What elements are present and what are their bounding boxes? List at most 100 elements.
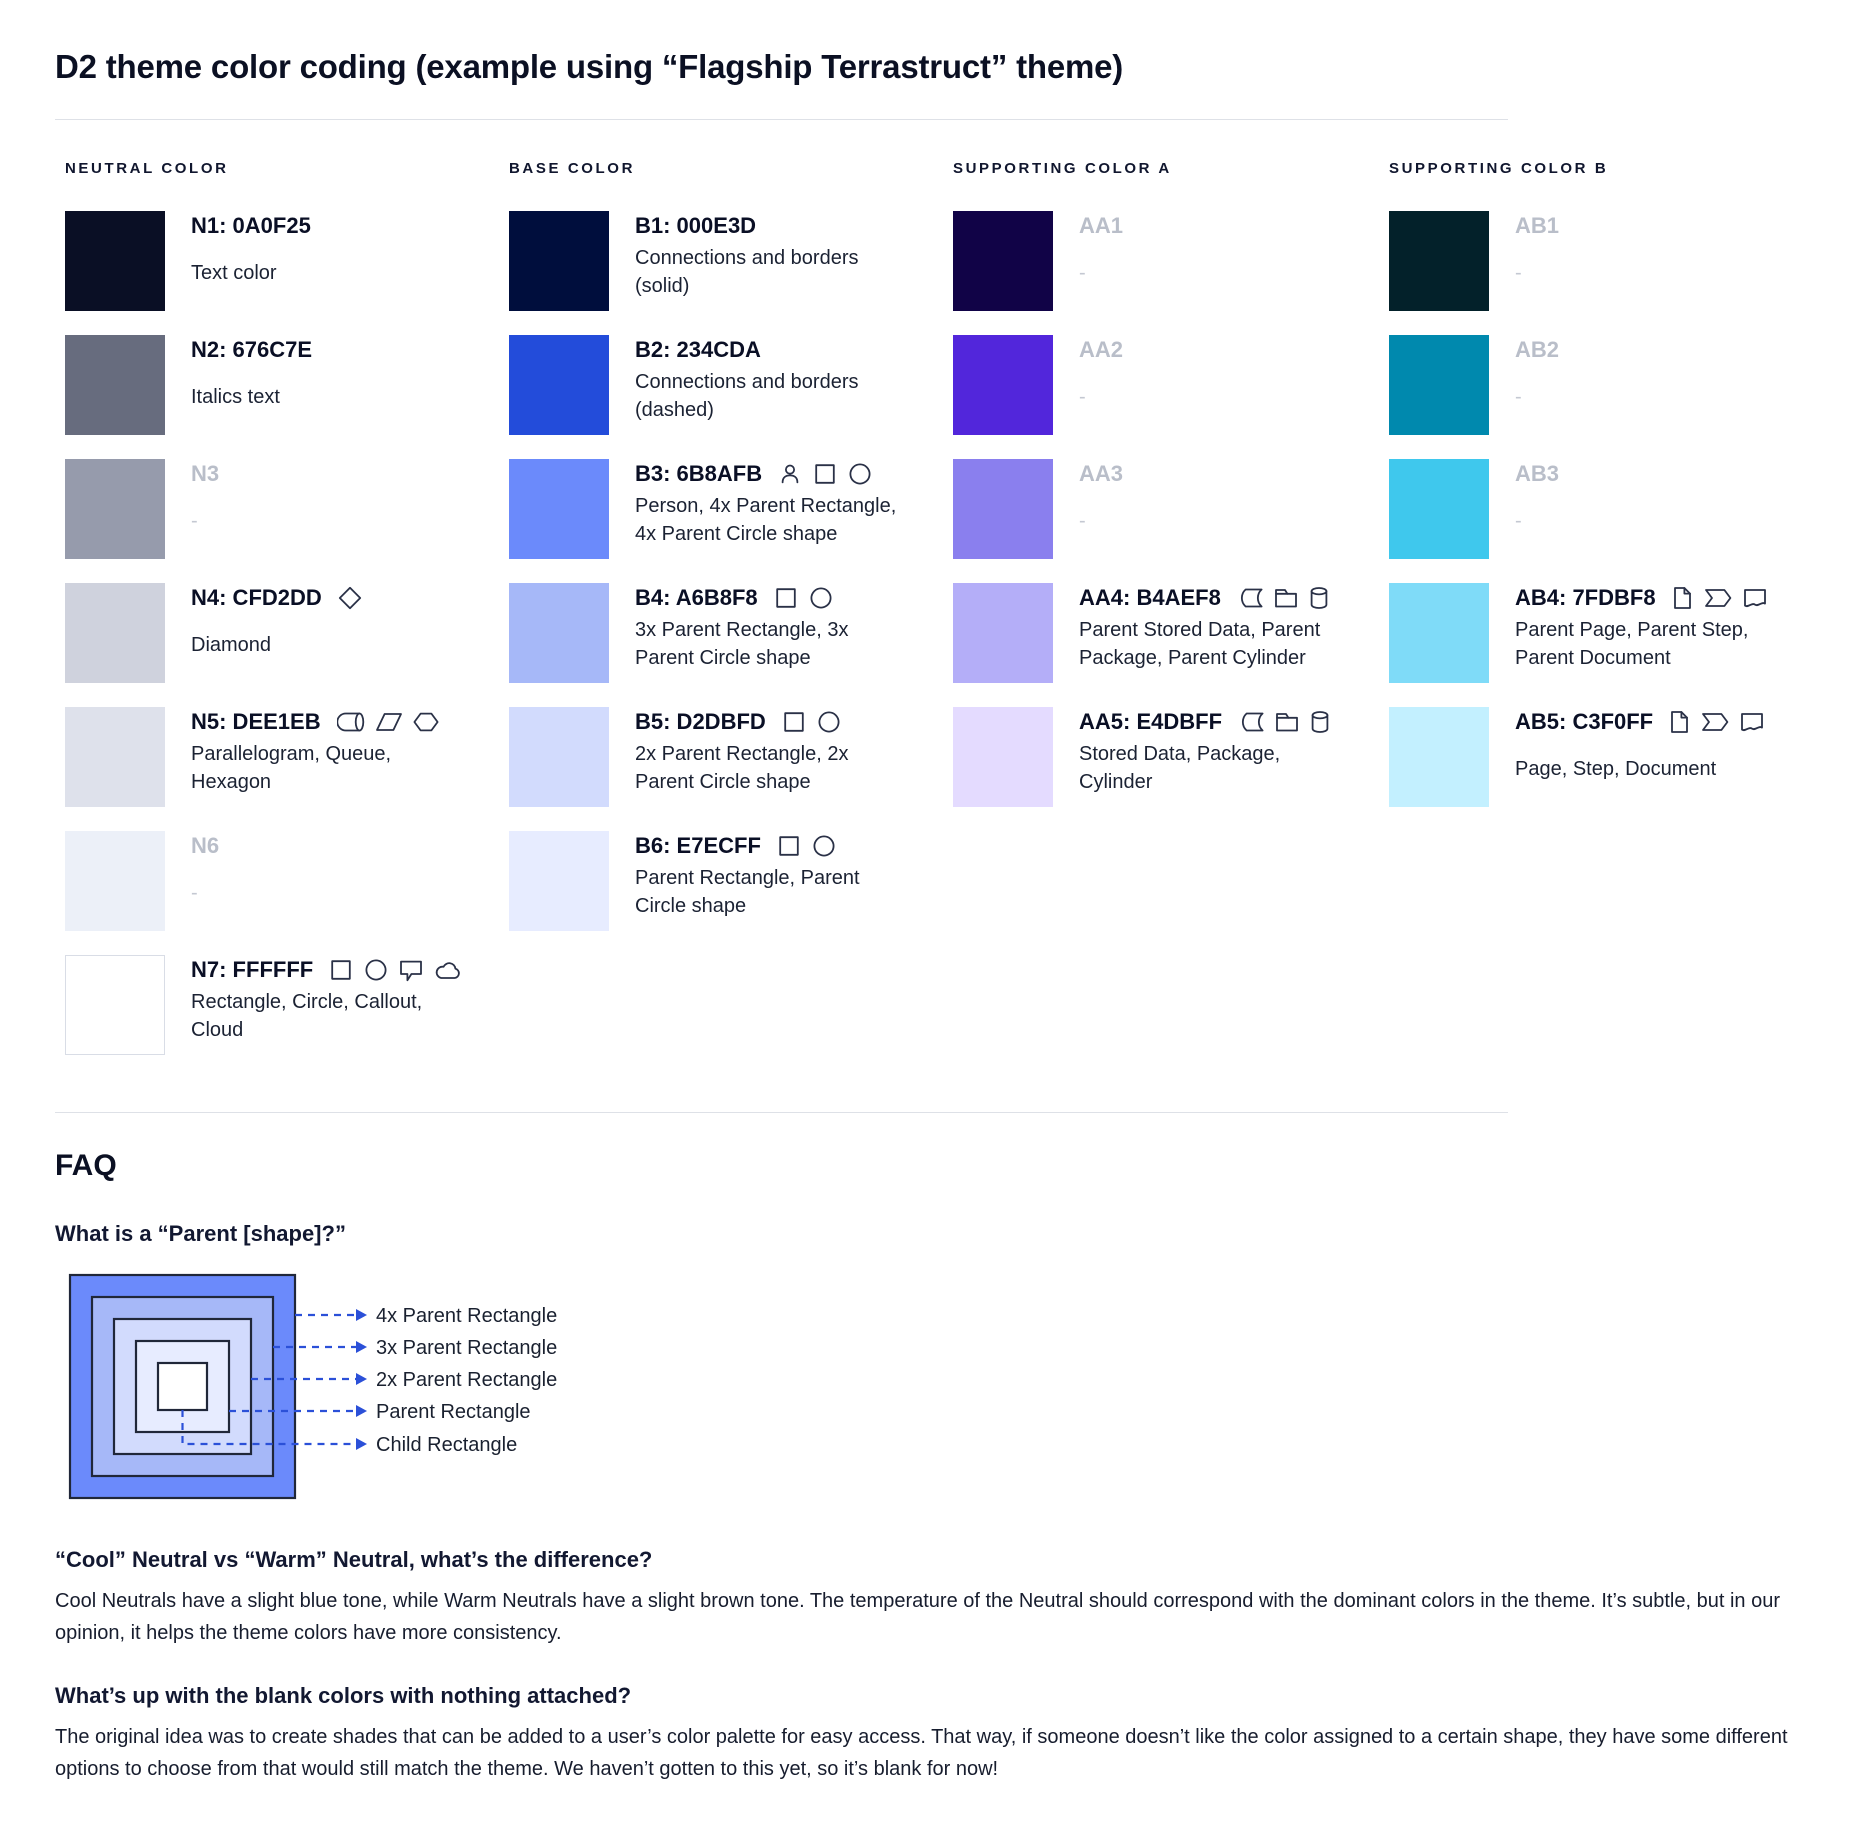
- column-header: SUPPORTING COLOR B: [1389, 160, 1609, 177]
- swatch-info: B2: 234CDA Connections and borders (dashe…: [635, 335, 897, 435]
- swatch-label-row: N5: DEE1EB: [191, 709, 453, 735]
- faq-heading: FAQ: [55, 1149, 117, 1182]
- swatch-info: AB5: C3F0FF Page, Step, Document: [1515, 707, 1764, 807]
- swatch-label-row: N4: CFD2DD: [191, 585, 362, 611]
- swatch-desc: Page, Step, Document: [1515, 758, 1717, 780]
- swatch-label: AB1: [1515, 213, 1560, 238]
- faq-question-parent-shape: What is a “Parent [shape]?”: [55, 1221, 346, 1246]
- person-icon: [778, 462, 802, 486]
- swatch-desc-empty: -: [1079, 510, 1086, 532]
- color-swatch: [509, 583, 609, 683]
- label-child-rectangle: Child Rectangle: [376, 1434, 517, 1456]
- swatch-row: AA5: E4DBFF Stored Data, Package, Cylinde…: [953, 707, 1389, 807]
- swatch-row: AA1 -: [953, 211, 1389, 311]
- swatch-info: B4: A6B8F8 3x Parent Rectangle, 3x Parent…: [635, 583, 897, 683]
- swatch-info: AA3 -: [1079, 459, 1123, 559]
- leader-lines: [181, 1313, 356, 1446]
- callout-icon: [399, 959, 423, 982]
- cylinder-icon: [1309, 586, 1329, 610]
- color-swatch: [509, 831, 609, 931]
- swatch-row: N1: 0A0F25 Text color: [65, 211, 509, 311]
- swatch-desc: Rectangle, Circle, Callout, Cloud: [191, 991, 423, 1041]
- shape-icons: [1238, 710, 1330, 734]
- shape-icons: [1237, 586, 1329, 610]
- swatch-label-row: AA3: [1079, 461, 1123, 487]
- swatch-row: B3: 6B8AFB Person, 4x Parent Rectangle, 4…: [509, 459, 953, 559]
- diamond-icon: [338, 586, 362, 610]
- swatch-info: AB3 -: [1515, 459, 1559, 559]
- swatch-desc-empty: -: [191, 510, 198, 532]
- swatch-info: N2: 676C7E Italics text: [191, 335, 312, 435]
- swatch-info: AA5: E4DBFF Stored Data, Package, Cylinde…: [1079, 707, 1341, 807]
- color-swatch: [1389, 211, 1489, 311]
- swatch-row: AA2 -: [953, 335, 1389, 435]
- color-swatch: [65, 955, 165, 1055]
- page-title: D2 theme color coding (example using “Fl…: [55, 48, 1124, 85]
- column-header: BASE COLOR: [509, 160, 636, 177]
- swatch-row: AB3 -: [1389, 459, 1809, 559]
- color-swatch: [65, 335, 165, 435]
- swatch-desc: Stored Data, Package, Cylinder: [1079, 743, 1281, 793]
- circle-icon: [812, 834, 836, 858]
- swatch-desc-empty: -: [1515, 510, 1522, 532]
- swatch-label: AB2: [1515, 337, 1560, 362]
- swatch-info: AB2 -: [1515, 335, 1559, 435]
- swatch-desc-empty: -: [1515, 262, 1522, 284]
- swatch-label-row: B5: D2DBFD: [635, 709, 897, 735]
- swatch-label: AA2: [1079, 337, 1124, 362]
- swatch-row: B1: 000E3D Connections and borders (solid…: [509, 211, 953, 311]
- swatch-label: B5: D2DBFD: [635, 709, 766, 734]
- circle-icon: [848, 462, 872, 486]
- color-swatch: [509, 459, 609, 559]
- arrowheads: [356, 1309, 367, 1450]
- swatch-desc: Connections and borders (solid): [635, 247, 859, 297]
- swatch-label: N2: 676C7E: [191, 337, 313, 362]
- swatch-rows: AB1 - AB2 - AB3 - AB4: 7FDBF8 Parent Page, Pare…: [1389, 211, 1809, 807]
- swatch-label-row: AB1: [1515, 213, 1559, 239]
- color-swatch: [65, 831, 165, 931]
- swatch-rows: B1: 000E3D Connections and borders (solid…: [509, 211, 953, 931]
- color-swatch: [953, 583, 1053, 683]
- shape-icons: [1669, 710, 1764, 734]
- swatch-label: AA4: B4AEF8: [1079, 585, 1221, 610]
- swatch-row: AB1 -: [1389, 211, 1809, 311]
- swatch-desc: Italics text: [191, 386, 280, 408]
- swatch-label-row: N3: [191, 461, 219, 487]
- swatch-label-row: N6: [191, 833, 219, 859]
- swatch-desc: Parent Rectangle, Parent Circle shape: [635, 867, 860, 917]
- swatch-label: AA5: E4DBFF: [1079, 709, 1223, 734]
- swatch-label: N7: FFFFFF: [191, 957, 314, 982]
- swatch-info: B1: 000E3D Connections and borders (solid…: [635, 211, 897, 311]
- swatch-label: N3: [191, 461, 220, 486]
- shape-icons: [782, 710, 841, 734]
- shape-icons: [778, 462, 872, 486]
- rect-child: [156, 1361, 209, 1412]
- swatch-label-row: N2: 676C7E: [191, 337, 312, 363]
- shape-icons: [777, 834, 836, 858]
- hexagon-icon: [413, 711, 439, 733]
- swatch-desc: Connections and borders (dashed): [635, 371, 859, 421]
- faq-answer-cool-vs-warm: Cool Neutrals have a slight blue tone, w…: [55, 1590, 1780, 1644]
- swatch-label: B4: A6B8F8: [635, 585, 758, 610]
- swatch-desc: Text color: [191, 262, 277, 284]
- swatch-label-row: B4: A6B8F8: [635, 585, 897, 611]
- swatch-desc: Diamond: [191, 634, 272, 656]
- swatch-rows: AA1 - AA2 - AA3 - AA4: B4AEF8 Parent Stored Dat…: [953, 211, 1389, 807]
- swatch-info: N6 -: [191, 831, 219, 931]
- swatch-row: B5: D2DBFD 2x Parent Rectangle, 2x Parent…: [509, 707, 953, 807]
- swatch-label: AA3: [1079, 461, 1124, 486]
- parallelogram-icon: [375, 711, 402, 733]
- swatch-label-row: B2: 234CDA: [635, 337, 897, 363]
- page-icon: [1669, 710, 1690, 734]
- swatch-label-row: AB3: [1515, 461, 1559, 487]
- color-swatch: [1389, 335, 1489, 435]
- color-column: SUPPORTING COLOR B AB1 - AB2 - AB3 - AB4: 7FDBF…: [1389, 160, 1809, 1079]
- column-header: SUPPORTING COLOR A: [953, 160, 1172, 177]
- swatch-info: B5: D2DBFD 2x Parent Rectangle, 2x Parent…: [635, 707, 897, 807]
- label-2x-parent-rectangle: 2x Parent Rectangle: [376, 1369, 557, 1391]
- swatch-row: B2: 234CDA Connections and borders (dashe…: [509, 335, 953, 435]
- swatch-desc: Parent Page, Parent Step, Parent Documen…: [1515, 619, 1749, 669]
- swatch-info: N4: CFD2DD Diamond: [191, 583, 362, 683]
- document-icon: [1743, 587, 1767, 609]
- swatch-label-row: N7: FFFFFF: [191, 957, 462, 983]
